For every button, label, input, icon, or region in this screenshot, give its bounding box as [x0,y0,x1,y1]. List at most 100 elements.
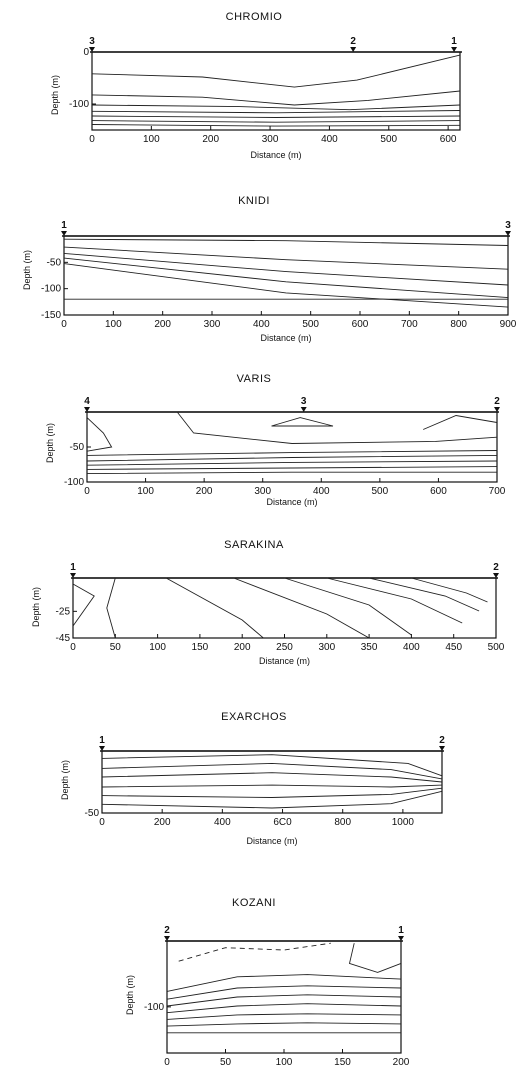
station-marker [350,47,357,52]
contour-line [178,942,331,962]
x-tick-label: 200 [154,817,171,828]
contour-line [101,790,443,809]
station-label: 4 [84,396,90,407]
x-tick-label: 450 [445,642,462,653]
contour-line [101,754,443,777]
panel-varis: VARIS 0 100 200 300 400 500 600 700 -50 -100 Distan… [45,373,506,507]
y-tick-label: -100 [69,99,89,110]
station-label: 2 [493,562,499,573]
station-label: 2 [350,36,356,47]
x-tick-label: 400 [313,486,330,497]
station-label: 1 [398,925,404,936]
x-tick-label: 0 [84,486,90,497]
x-tick-label: 300 [262,134,279,145]
x-tick-label: 0 [164,1057,170,1068]
contour-line [101,772,443,783]
contour-line [91,104,461,111]
station-label: 2 [439,735,445,746]
x-tick-label: 300 [254,486,271,497]
contour-line [368,577,480,612]
x-axis-label: Distance (m) [259,656,310,666]
x-axis-label: Distance (m) [250,150,301,160]
y-axis-label: Depth (m) [60,760,70,800]
contour-line [63,252,509,286]
contour-line [284,577,412,636]
station-label: 3 [89,36,95,47]
y-tick-label: -45 [56,633,71,644]
x-tick-label: 1000 [392,817,415,828]
x-tick-label: 50 [220,1057,232,1068]
contour-line [233,577,370,639]
y-tick-label: 0 [83,47,89,58]
y-tick-label: -100 [64,477,84,488]
x-tick-label: 300 [318,642,335,653]
station-label: 3 [505,220,511,231]
plot-frame [91,51,461,131]
contour-line [165,577,264,639]
contour-line [72,583,95,627]
y-axis-label: Depth (m) [50,75,60,115]
panel-exarchos: EXARCHOS 0 200 400 6C0 800 1000 -50 Distance (m)… [60,711,445,846]
station-marker [89,47,95,52]
x-tick-label: 0 [61,319,67,330]
panel-sarakina: SARAKINA 0 50 100 150 200 250 300 350 400 450 500 -2… [31,539,505,666]
panel-title: KNIDI [238,195,270,207]
panel-title: EXARCHOS [221,711,287,723]
contour-line [411,577,488,603]
x-tick-label: 500 [372,486,389,497]
x-axis-label: Distance (m) [246,836,297,846]
contour-line [91,110,461,114]
contour-line [91,120,461,123]
x-tick-label: 200 [234,642,251,653]
station-label: 2 [164,925,170,936]
x-tick-label: 250 [276,642,293,653]
contour-line [166,985,402,1000]
x-tick-label: 150 [334,1057,351,1068]
plot-frame [166,940,402,1054]
y-axis-label: Depth (m) [22,250,32,290]
x-tick-label: 200 [393,1057,410,1068]
panel-title: CHROMIO [226,11,283,23]
x-tick-label: 500 [380,134,397,145]
station-marker [398,936,404,941]
contour-line [166,1022,402,1027]
x-tick-label: 400 [214,817,231,828]
y-tick-label: -50 [70,442,85,453]
y-tick-label: -50 [85,808,100,819]
x-tick-label: 600 [352,319,369,330]
contour-line [86,466,498,470]
panel-title: SARAKINA [224,539,284,551]
x-tick-label: 400 [403,642,420,653]
contour-line [63,257,509,299]
station-label: 1 [451,36,457,47]
station-marker [300,407,307,412]
station-marker [164,936,170,941]
station-marker [451,47,458,52]
x-tick-label: 400 [253,319,270,330]
station-marker [439,746,445,751]
x-tick-label: 150 [192,642,209,653]
x-tick-label: 500 [488,642,505,653]
y-tick-label: -100 [41,284,61,295]
station-marker [61,231,67,236]
contour-line [63,246,509,270]
contour-line [86,417,113,452]
contour-line [176,411,498,444]
station-marker [99,746,105,751]
station-marker [70,573,76,578]
contour-line [166,1013,402,1020]
x-axis-label: Distance (m) [260,333,311,343]
x-axis-label: Distance (m) [266,497,317,507]
contour-line [86,454,498,462]
panel-title: VARIS [237,373,272,385]
x-tick-label: 350 [361,642,378,653]
contour-line [348,943,402,973]
x-tick-label: 0 [70,642,76,653]
y-tick-label: -100 [144,1002,164,1013]
x-tick-label: 900 [500,319,517,330]
contour-line [91,90,461,106]
x-tick-label: 100 [143,134,160,145]
x-tick-label: 400 [321,134,338,145]
x-tick-label: 0 [89,134,95,145]
